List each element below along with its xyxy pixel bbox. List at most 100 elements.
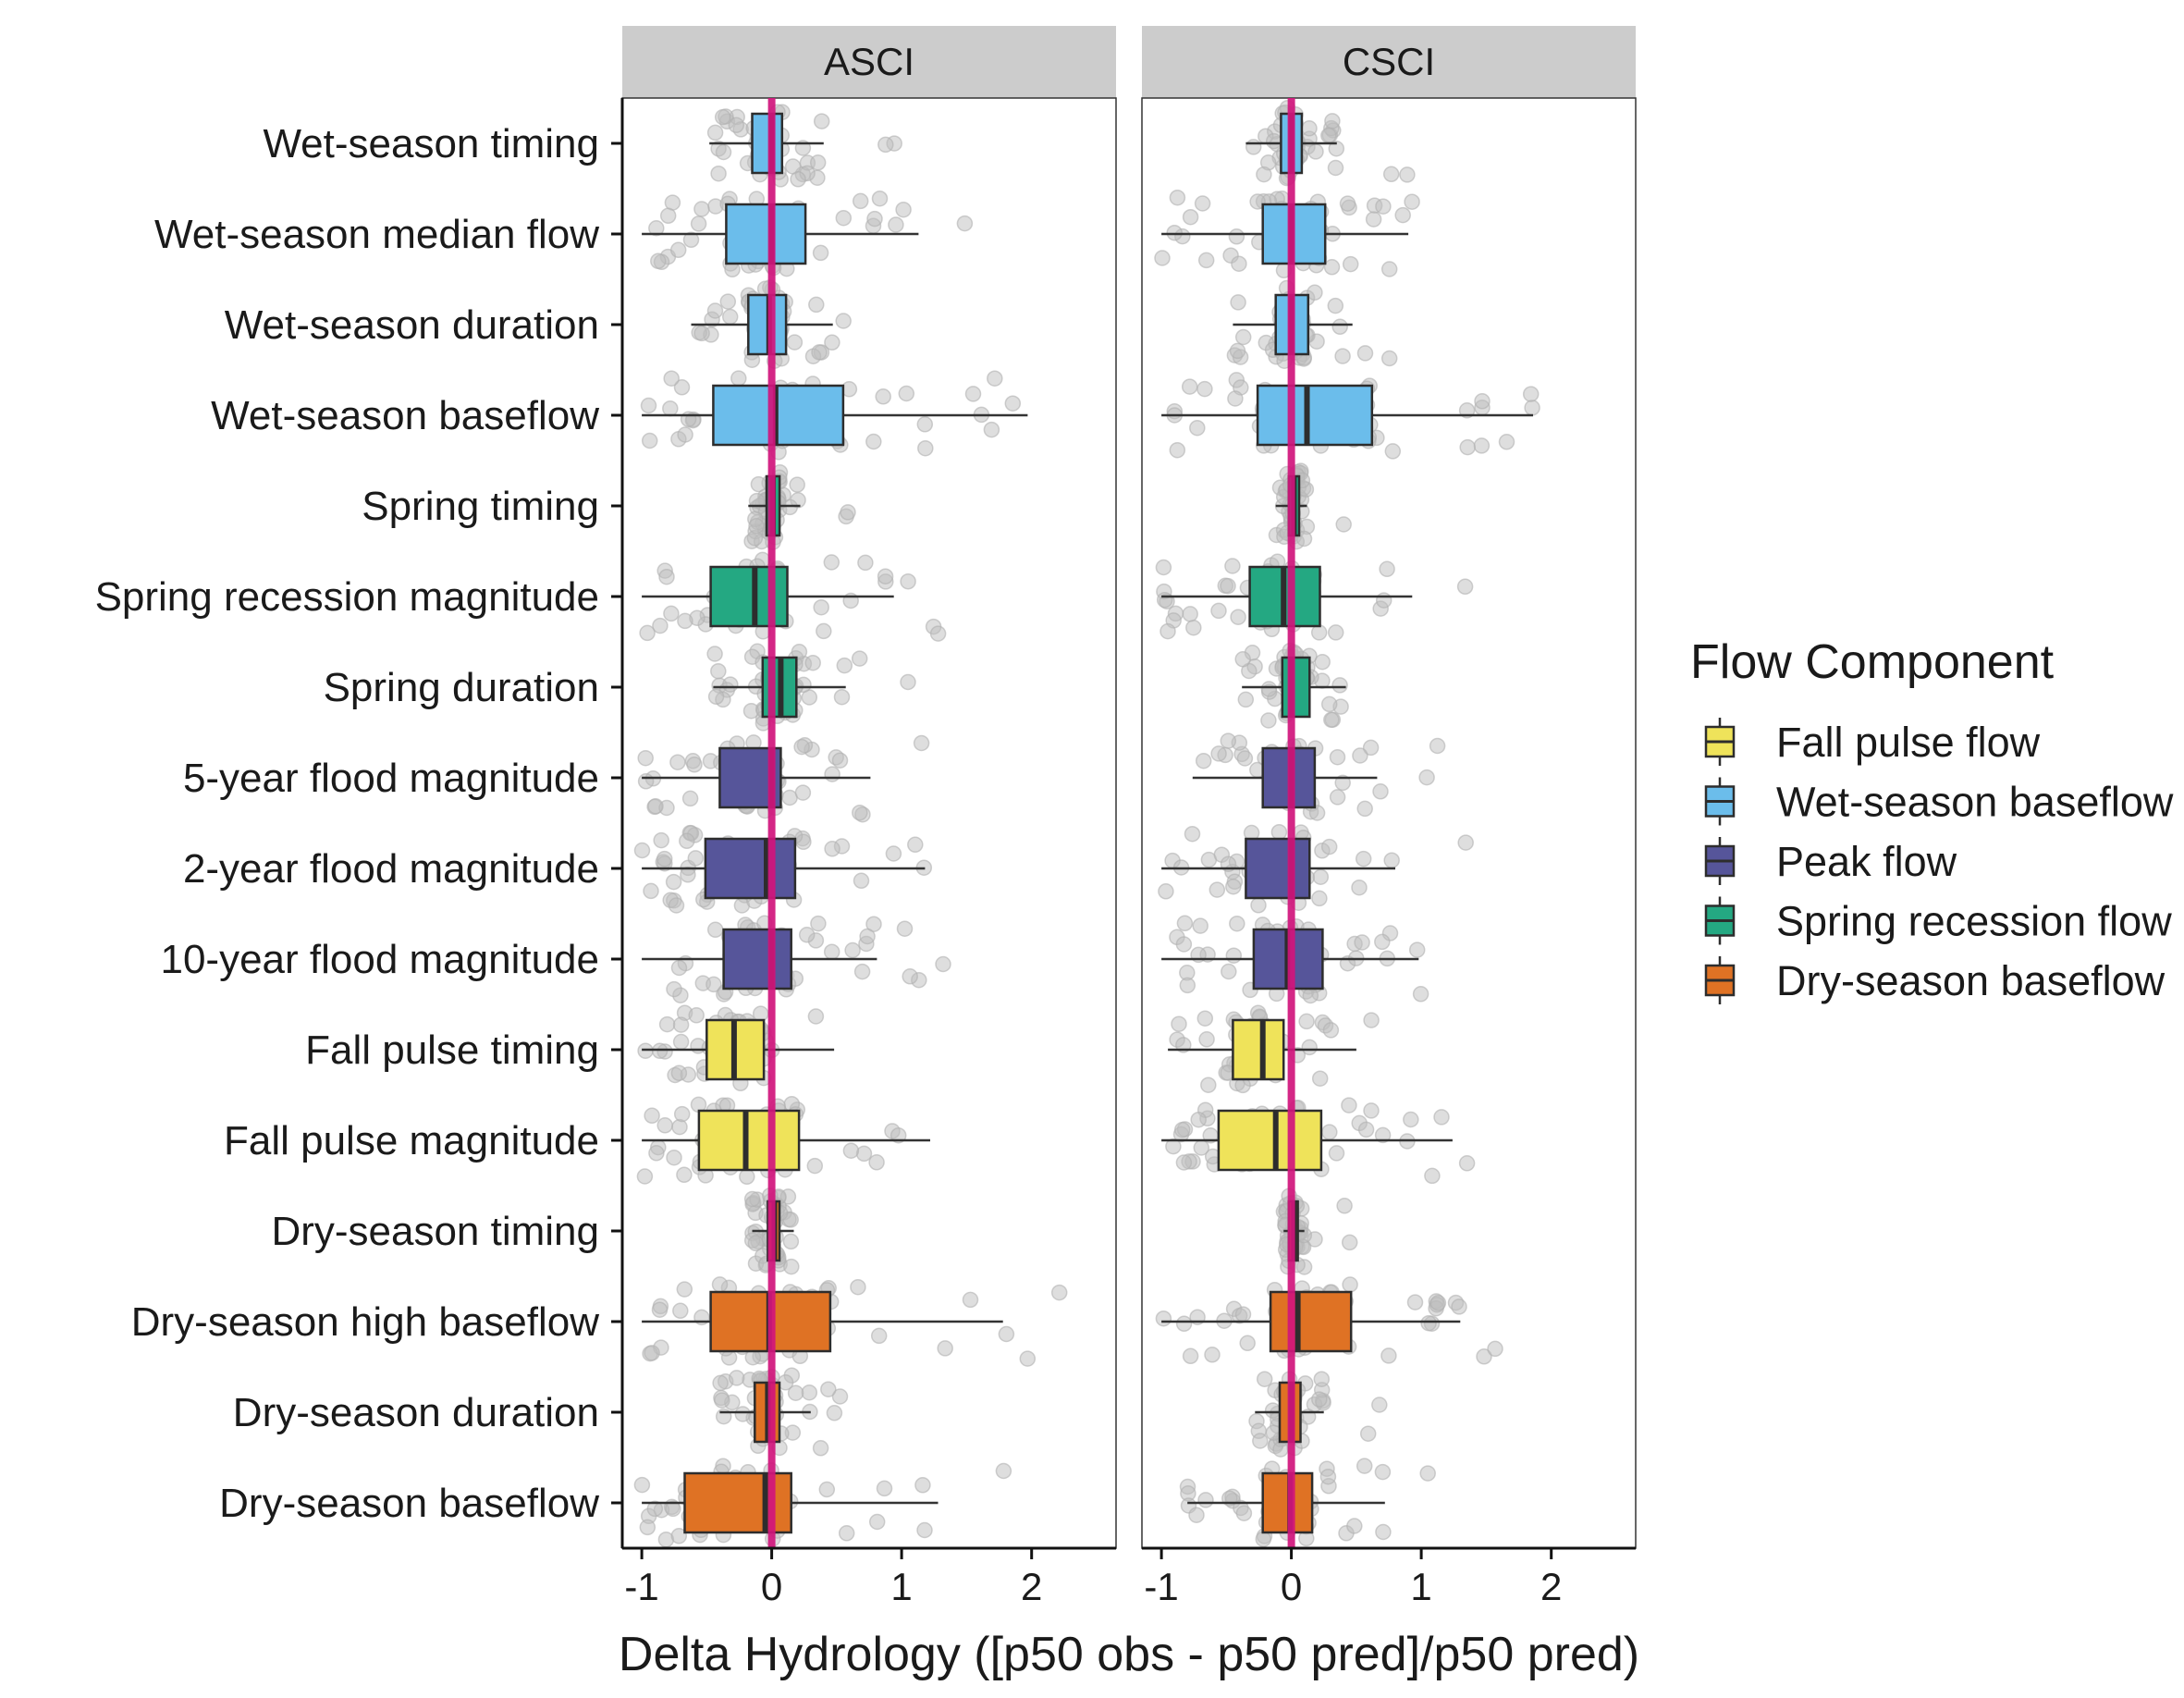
point-asci-fall-pulse-magnitude: [656, 1117, 673, 1134]
point-csci-10-year-flood-magnitude: [1179, 977, 1196, 994]
point-csci-wet-season-median-flow: [1394, 206, 1411, 224]
box-asci-wet-season-timing: [751, 112, 784, 175]
point-csci-5-year-flood-magnitude: [1236, 750, 1254, 767]
point-asci-10-year-flood-magnitude: [666, 980, 682, 998]
point-asci-fall-pulse-magnitude: [648, 1145, 665, 1162]
point-asci-dry-season-baseflow: [868, 1513, 886, 1531]
point-csci-10-year-flood-magnitude: [1225, 947, 1243, 964]
point-csci-wet-season-duration: [1234, 328, 1252, 346]
point-csci-fall-pulse-timing: [1298, 1013, 1315, 1030]
point-csci-wet-season-timing: [1320, 127, 1337, 144]
point-asci-fall-pulse-magnitude: [671, 1118, 688, 1136]
point-csci-2-year-flood-magnitude: [1250, 897, 1267, 914]
point-asci-5-year-flood-magnitude: [913, 734, 930, 752]
point-asci-wet-season-baseflow: [987, 370, 1003, 387]
point-asci-spring-recession-magnitude: [658, 568, 675, 585]
point-asci-5-year-flood-magnitude: [852, 804, 868, 821]
point-asci-10-year-flood-magnitude: [896, 920, 914, 937]
point-csci-wet-season-duration: [1356, 345, 1374, 362]
point-csci-wet-season-timing: [1307, 143, 1324, 160]
point-csci-dry-season-high-baseflow: [1476, 1348, 1492, 1365]
y-tick-label-2-year-flood-magnitude: 2-year flood magnitude: [183, 846, 599, 892]
point-csci-wet-season-median-flow: [1182, 208, 1199, 226]
point-csci-dry-season-high-baseflow: [1429, 1295, 1447, 1311]
point-asci-spring-recession-magnitude: [677, 612, 693, 630]
point-asci-fall-pulse-magnitude: [644, 1107, 660, 1125]
point-csci-dry-season-high-baseflow: [1451, 1298, 1467, 1315]
point-asci-10-year-flood-magnitude: [844, 941, 861, 959]
x-tick-label-asci--1: -1: [624, 1565, 658, 1608]
point-csci-spring-duration: [1260, 681, 1278, 697]
point-csci-dry-season-duration: [1359, 1425, 1377, 1442]
point-csci-fall-pulse-timing: [1196, 1010, 1214, 1027]
point-csci-2-year-flood-magnitude: [1184, 825, 1201, 843]
point-csci-fall-pulse-timing: [1311, 1070, 1329, 1087]
point-asci-wet-season-duration: [721, 308, 739, 326]
point-asci-spring-timing: [748, 492, 766, 510]
point-csci-wet-season-baseflow: [1189, 419, 1206, 437]
point-asci-wet-season-timing: [714, 108, 731, 126]
point-csci-dry-season-baseflow: [1375, 1523, 1392, 1541]
point-asci-10-year-flood-magnitude: [853, 963, 871, 980]
point-csci-dry-season-baseflow: [1235, 1505, 1253, 1521]
legend-key-wet-season-baseflow: [1704, 777, 1736, 826]
point-csci-fall-pulse-magnitude: [1424, 1167, 1441, 1185]
point-asci-dry-season-duration: [714, 1392, 730, 1409]
whiskers-csci: [1161, 142, 1533, 1505]
point-asci-dry-season-high-baseflow: [870, 1327, 888, 1345]
point-csci-wet-season-timing: [1324, 113, 1341, 129]
x-tick-label-asci-0: 0: [761, 1565, 782, 1608]
point-asci-dry-season-high-baseflow: [651, 1301, 669, 1318]
point-asci-wet-season-baseflow: [916, 416, 934, 433]
point-csci-spring-timing: [1295, 530, 1313, 548]
point-asci-wet-season-duration: [824, 334, 840, 351]
point-asci-wet-season-median-flow: [690, 215, 707, 232]
point-asci-spring-duration: [804, 654, 821, 671]
point-asci-dry-season-duration: [826, 1405, 843, 1421]
point-asci-wet-season-duration: [786, 334, 804, 351]
point-asci-spring-duration: [851, 650, 868, 667]
y-axis: Wet-season timing Wet-season median flow W…: [95, 98, 624, 1548]
point-asci-dry-season-timing: [747, 1235, 765, 1252]
point-csci-fall-pulse-magnitude: [1165, 1138, 1182, 1155]
point-asci-wet-season-baseflow: [917, 439, 934, 457]
point-asci-spring-recession-magnitude: [877, 568, 894, 584]
point-asci-wet-season-baseflow: [730, 370, 747, 387]
point-csci-dry-season-baseflow: [1188, 1507, 1205, 1523]
point-asci-fall-pulse-timing: [672, 1016, 690, 1033]
point-csci-spring-recession-magnitude: [1159, 622, 1176, 640]
point-asci-dry-season-duration: [712, 1374, 729, 1392]
x-axis-asci: -1 0 1 2: [622, 1546, 1116, 1608]
point-csci-wet-season-median-flow: [1342, 255, 1359, 273]
point-asci-dry-season-high-baseflow: [672, 1302, 689, 1320]
point-asci-5-year-flood-magnitude: [681, 790, 699, 807]
point-asci-fall-pulse-magnitude: [855, 1145, 873, 1163]
point-csci-wet-season-timing: [1301, 120, 1318, 137]
point-asci-dry-season-baseflow: [995, 1462, 1012, 1480]
point-asci-dry-season-timing: [743, 1190, 761, 1208]
point-asci-wet-season-median-flow: [835, 209, 853, 227]
point-csci-dry-season-high-baseflow: [1234, 1306, 1252, 1323]
point-csci-2-year-flood-magnitude: [1351, 879, 1368, 896]
point-csci-wet-season-median-flow: [1404, 193, 1420, 210]
point-asci-dry-season-duration: [787, 1384, 804, 1401]
point-csci-dry-season-baseflow: [1346, 1518, 1363, 1534]
point-asci-5-year-flood-magnitude: [637, 773, 655, 790]
legend-label-peak-flow: Peak flow: [1776, 838, 1957, 885]
legend-key-dry-season-baseflow: [1704, 956, 1736, 1004]
point-csci-dry-season-high-baseflow: [1406, 1294, 1424, 1310]
point-asci-fall-pulse-magnitude: [636, 1168, 654, 1185]
point-csci-5-year-flood-magnitude: [1352, 747, 1368, 764]
point-csci-wet-season-baseflow: [1498, 434, 1515, 450]
box-csci-fall-pulse-timing: [1232, 1018, 1285, 1081]
y-tick-label-spring-timing: Spring timing: [362, 484, 599, 529]
point-csci-dry-season-duration: [1311, 1391, 1328, 1408]
point-asci-dry-season-high-baseflow: [1050, 1284, 1068, 1301]
point-asci-2-year-flood-magnitude: [665, 873, 682, 891]
point-asci-dry-season-baseflow: [670, 1528, 688, 1544]
point-csci-spring-duration: [1331, 677, 1348, 694]
point-csci-dry-season-high-baseflow: [1342, 1276, 1358, 1293]
point-csci-wet-season-duration: [1229, 342, 1246, 360]
point-asci-fall-pulse-timing: [752, 1005, 769, 1022]
